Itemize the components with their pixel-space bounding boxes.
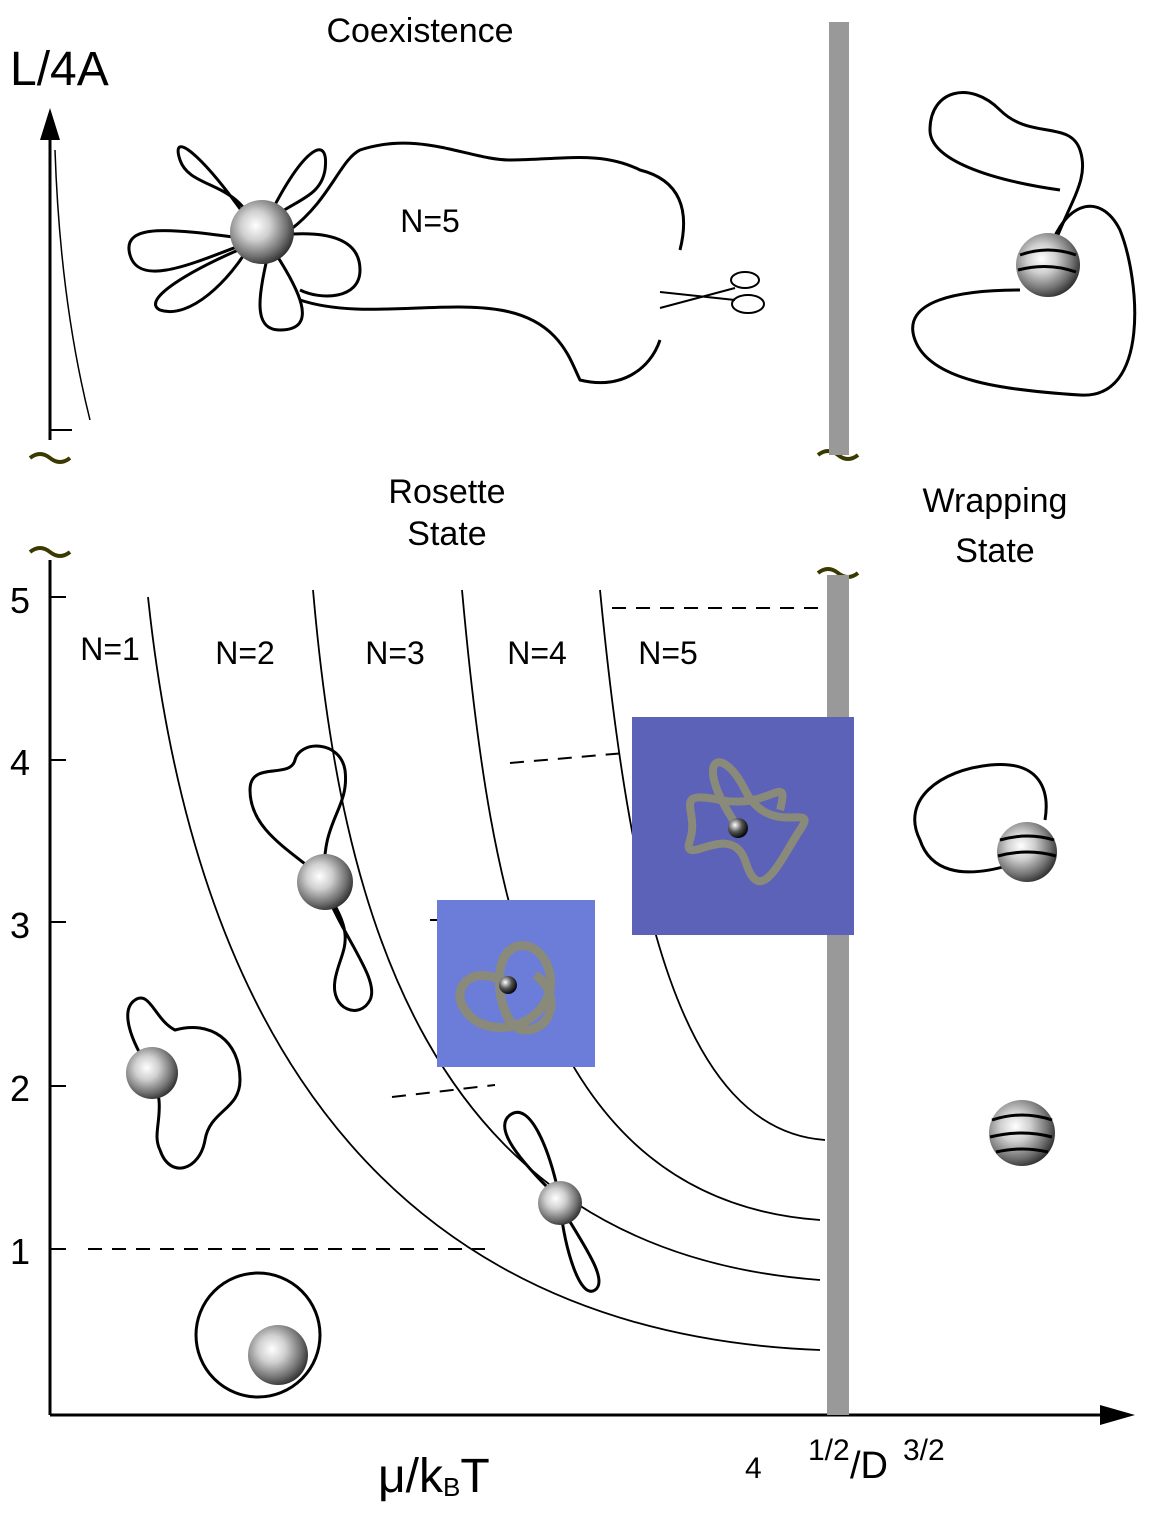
y-ticks: 5 4 3 2 1 [10,580,66,1272]
trefoil-knot-icon [455,941,556,1035]
wrapped-histone-ball [1016,233,1080,297]
x-axis-label: μ/kBT [378,1450,490,1503]
region-labels: N=1 N=2 N=3 N=4 N=5 [80,631,698,671]
region-label-n1: N=1 [80,631,140,667]
x-axis [50,1405,1135,1425]
y-tick-label: 2 [10,1068,30,1109]
axis-break-squiggle [816,567,860,579]
top-n5-label: N=5 [400,203,460,239]
histone-ball [248,1325,308,1385]
coexistence-label: Coexistence [326,12,513,50]
y-tick-label: 1 [10,1231,30,1272]
wrap-stripes [1017,248,1077,274]
region-label-n3: N=3 [365,635,425,671]
y-axis-label: L/4A [10,43,109,96]
scissors-icon [659,271,765,314]
region-label-n2: N=2 [215,635,275,671]
histone-ball [126,1047,178,1099]
single-loop-small [194,1271,322,1399]
histone-ball [230,200,294,264]
wrapping-loop-top [911,91,1137,397]
single-loop-large [126,996,242,1170]
phase-boundary-bar [827,575,849,1415]
y-tick-label: 5 [10,580,30,621]
wrap-stripes [997,834,1057,858]
knot-center-ball [728,818,748,838]
axis-break-squiggle [28,452,72,464]
x-axis-formula: 41/2/D 3/2 [745,1434,945,1487]
y-tick-label: 3 [10,905,30,946]
y-tick-label: 4 [10,742,30,783]
wrapping-loop-mid [913,762,1048,874]
wrapping-state-label: Wrapping State [923,482,1068,570]
pentafoil-knot-icon [684,758,809,886]
region-label-n4: N=4 [507,635,567,671]
coexistence-rosette-loop [127,141,686,385]
wrap-stripes [989,1113,1053,1154]
two-loop-rosette [248,744,374,1012]
phase-boundary-bar [829,22,849,455]
knot-center-ball [499,976,517,994]
region-label-n5: N=5 [638,635,698,671]
y-axis [40,108,91,1415]
axis-break-squiggle [28,546,72,558]
histone-ball [538,1181,582,1225]
histone-ball [297,854,353,910]
rosette-state-label: Rosette State [388,473,505,553]
figure-eight-loop [503,1111,601,1293]
